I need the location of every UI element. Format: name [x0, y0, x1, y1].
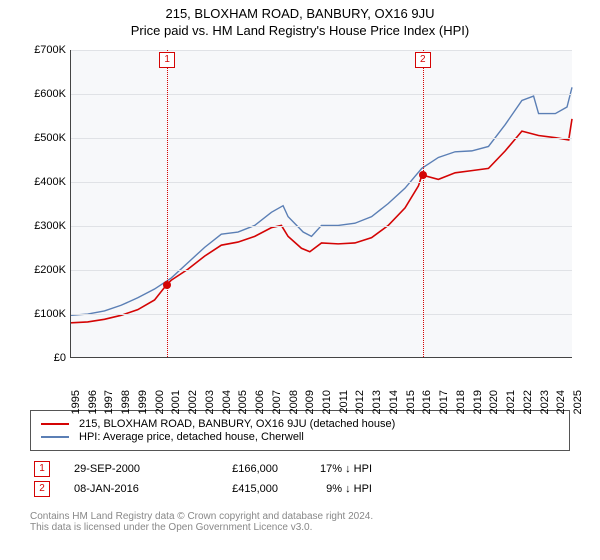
footer-attribution: Contains HM Land Registry data © Crown c… [30, 507, 570, 533]
x-axis-label: 2021 [505, 390, 517, 414]
gridline [71, 270, 572, 271]
x-axis-label: 2012 [354, 390, 366, 414]
y-axis-label: £500K [20, 132, 66, 144]
x-axis-label: 2007 [271, 390, 283, 414]
annotation-price: £415,000 [198, 483, 278, 495]
gridline [71, 50, 572, 51]
marker-line-2 [423, 50, 424, 357]
annotation-row-2: 2 08-JAN-2016 £415,000 9% ↓ HPI [30, 479, 570, 499]
x-axis-label: 2008 [288, 390, 300, 414]
chart-container: 12 £0£100K£200K£300K£400K£500K£600K£700K… [20, 42, 580, 402]
x-axis-label: 2018 [455, 390, 467, 414]
annotation-price: £166,000 [198, 463, 278, 475]
x-axis-label: 2023 [539, 390, 551, 414]
legend-label: HPI: Average price, detached house, Cher… [79, 431, 304, 443]
gridline [71, 314, 572, 315]
y-axis-label: £300K [20, 220, 66, 232]
x-axis-label: 2020 [488, 390, 500, 414]
legend-item-price_paid: 215, BLOXHAM ROAD, BANBURY, OX16 9JU (de… [41, 418, 559, 430]
y-axis-label: £700K [20, 44, 66, 56]
annotation-delta: 9% ↓ HPI [302, 483, 372, 495]
footer-line-1: Contains HM Land Registry data © Crown c… [30, 511, 570, 522]
marker-flag-1: 1 [159, 52, 175, 68]
series-hpi [71, 87, 572, 315]
marker-line-1 [167, 50, 168, 357]
legend-swatch [41, 423, 69, 425]
marker-flag-2: 2 [415, 52, 431, 68]
x-axis-label: 2011 [338, 390, 350, 414]
x-axis-label: 2025 [572, 390, 584, 414]
x-axis-label: 2005 [237, 390, 249, 414]
gridline [71, 94, 572, 95]
y-axis-label: £400K [20, 176, 66, 188]
x-axis-label: 2014 [388, 390, 400, 414]
x-axis-label: 2009 [304, 390, 316, 414]
legend-item-hpi: HPI: Average price, detached house, Cher… [41, 431, 559, 443]
marker-dot-2 [419, 171, 427, 179]
x-axis-label: 1997 [103, 390, 115, 414]
x-axis-label: 2013 [371, 390, 383, 414]
x-axis-label: 1998 [120, 390, 132, 414]
footer-line-2: This data is licensed under the Open Gov… [30, 522, 570, 533]
x-axis-label: 2015 [405, 390, 417, 414]
y-axis-label: £0 [20, 352, 66, 364]
x-axis-label: 2000 [154, 390, 166, 414]
series-price_paid [71, 119, 572, 323]
gridline [71, 226, 572, 227]
x-axis-label: 2022 [522, 390, 534, 414]
x-axis-label: 2001 [170, 390, 182, 414]
chart-lines [71, 50, 572, 357]
y-axis-label: £200K [20, 264, 66, 276]
gridline [71, 182, 572, 183]
x-axis-label: 2006 [254, 390, 266, 414]
annotation-date: 08-JAN-2016 [74, 483, 174, 495]
x-axis-label: 2024 [555, 390, 567, 414]
x-axis-label: 2002 [187, 390, 199, 414]
annotation-flag: 1 [34, 461, 50, 477]
legend-label: 215, BLOXHAM ROAD, BANBURY, OX16 9JU (de… [79, 418, 395, 430]
legend: 215, BLOXHAM ROAD, BANBURY, OX16 9JU (de… [30, 410, 570, 451]
title-line-2: Price paid vs. HM Land Registry's House … [0, 23, 600, 38]
y-axis-label: £600K [20, 88, 66, 100]
annotation-flag: 2 [34, 481, 50, 497]
annotation-row-1: 1 29-SEP-2000 £166,000 17% ↓ HPI [30, 459, 570, 479]
x-axis-label: 1995 [70, 390, 82, 414]
annotation-delta: 17% ↓ HPI [302, 463, 372, 475]
marker-dot-1 [163, 281, 171, 289]
x-axis-label: 2003 [204, 390, 216, 414]
x-axis-label: 2004 [221, 390, 233, 414]
chart-title: 215, BLOXHAM ROAD, BANBURY, OX16 9JU Pri… [0, 0, 600, 42]
x-axis-label: 2017 [438, 390, 450, 414]
title-line-1: 215, BLOXHAM ROAD, BANBURY, OX16 9JU [0, 6, 600, 21]
annotation-table: 1 29-SEP-2000 £166,000 17% ↓ HPI 2 08-JAN-201… [30, 459, 570, 499]
x-axis-label: 2010 [321, 390, 333, 414]
x-axis-label: 2019 [472, 390, 484, 414]
annotation-date: 29-SEP-2000 [74, 463, 174, 475]
gridline [71, 138, 572, 139]
y-axis-label: £100K [20, 308, 66, 320]
x-axis-label: 1999 [137, 390, 149, 414]
x-axis-label: 1996 [87, 390, 99, 414]
legend-swatch [41, 436, 69, 438]
plot-area: 12 [70, 50, 572, 358]
x-axis-label: 2016 [421, 390, 433, 414]
